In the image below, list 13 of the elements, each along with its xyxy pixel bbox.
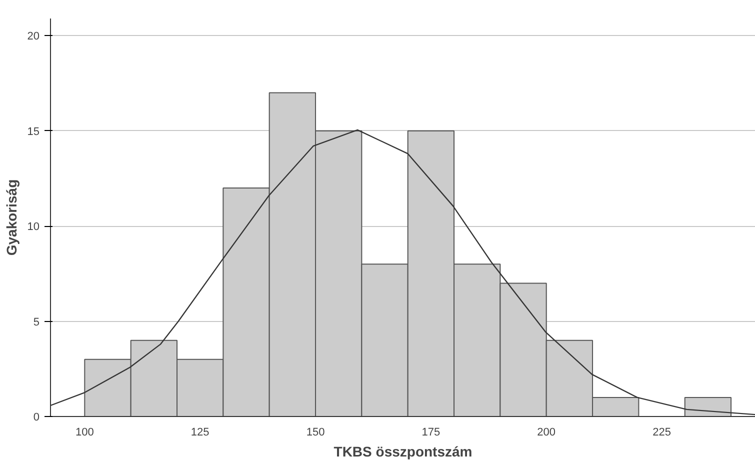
x-axis-title: TKBS összpontszám: [334, 444, 472, 460]
x-tick-label: 200: [537, 426, 556, 438]
x-tick-label: 225: [652, 426, 671, 438]
x-tick-label: 150: [306, 426, 325, 438]
x-tick-label: 125: [190, 426, 210, 438]
y-tick-label: 5: [33, 316, 40, 328]
y-axis-title: Gyakoriság: [3, 179, 20, 256]
y-tick-label: 15: [27, 126, 40, 138]
x-tick-label: 100: [75, 426, 94, 438]
x-tick-label: 175: [422, 426, 440, 438]
y-tick-label: 10: [27, 221, 40, 234]
y-tick-label: 0: [33, 412, 40, 424]
y-tick-label: 20: [27, 30, 40, 43]
